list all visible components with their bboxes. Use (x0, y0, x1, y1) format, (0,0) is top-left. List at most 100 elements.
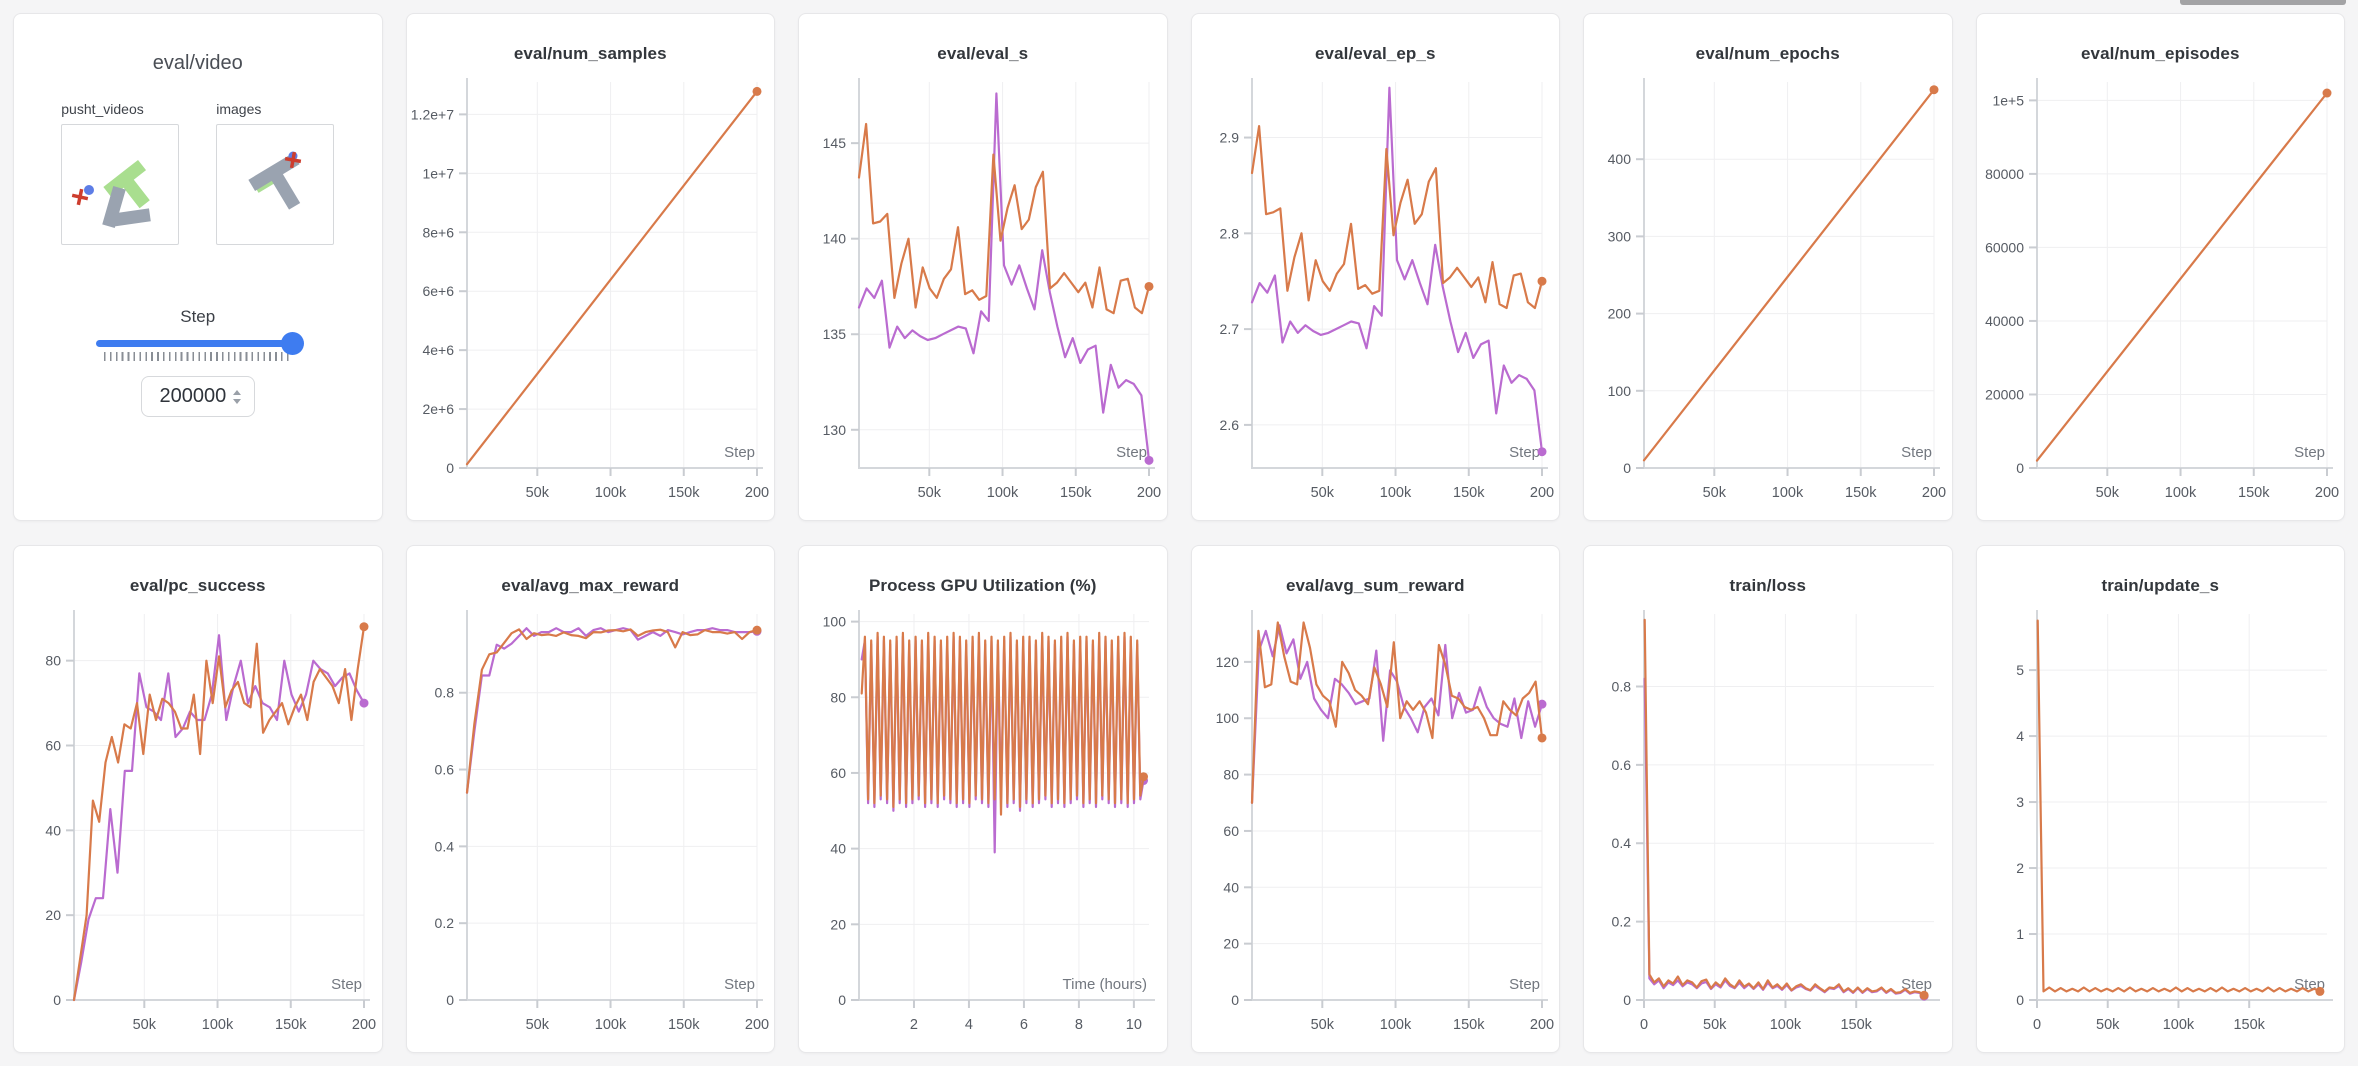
chart-panel-eval-pc-success: eval/pc_success 0 20 40 60 80 50k 100k 150k 200 S… (13, 545, 383, 1053)
agent-dot (84, 185, 95, 195)
chart-panel-eval-eval-s: eval/eval_s 130 135 140 145 50k 100k 150k 200 St… (798, 13, 1168, 521)
chart-panel-eval-num-episodes: eval/num_episodes 0 20000 40000 60000 80000 1… (1975, 13, 2345, 521)
svg-text:150k: 150k (1453, 485, 1485, 501)
chart-panel-eval-num-samples: eval/num_samples 0 2e+6 4e+6 6e+6 8e+6 1e+7 1.… (405, 13, 775, 521)
svg-text:40000: 40000 (1985, 313, 2024, 329)
step-slider[interactable] (95, 332, 304, 355)
chart-canvas[interactable]: 0 1 2 3 4 5 0 50k 100k 150k Step (1977, 596, 2345, 1052)
svg-text:150k: 150k (2238, 485, 2270, 501)
chart-canvas[interactable]: 0 20 40 60 80 100 120 50k 100k 150k 200 Step (1192, 596, 1560, 1052)
svg-text:10: 10 (1126, 1017, 1142, 1033)
chart-panel-train-loss: train/loss 0 0.2 0.4 0.6 0.8 0 50k 100k 150k Step (1583, 545, 1953, 1053)
svg-text:20000: 20000 (1985, 386, 2024, 402)
svg-text:5: 5 (2016, 662, 2024, 678)
svg-text:100k: 100k (1770, 1017, 1802, 1033)
step-value-input[interactable] (154, 385, 227, 408)
svg-text:200: 200 (744, 1017, 768, 1033)
step-slider-tickmarks (103, 352, 292, 361)
svg-text:1e+7: 1e+7 (422, 165, 454, 181)
svg-text:100k: 100k (1772, 485, 1804, 501)
svg-text:200: 200 (2314, 485, 2338, 501)
svg-text:0.6: 0.6 (1612, 757, 1632, 773)
svg-text:0.6: 0.6 (434, 762, 454, 778)
svg-text:4: 4 (2016, 728, 2024, 744)
svg-text:Step: Step (1509, 444, 1540, 461)
svg-text:40: 40 (830, 841, 846, 857)
chart-canvas[interactable]: 0 100 200 300 400 50k 100k 150k 200 Step (1584, 64, 1952, 520)
svg-text:100k: 100k (2162, 1017, 2194, 1033)
svg-text:130: 130 (823, 422, 847, 438)
media-block-images: images (216, 101, 335, 245)
horizontal-scrollbar-thumb[interactable] (2180, 0, 2346, 5)
svg-text:150k: 150k (2233, 1017, 2265, 1033)
media-label: images (216, 101, 262, 117)
chart-title: Process GPU Utilization (%) (868, 576, 1097, 595)
svg-text:2.6: 2.6 (1219, 417, 1239, 433)
image-frame (248, 151, 302, 210)
svg-text:Step: Step (331, 976, 362, 993)
svg-text:50k: 50k (918, 485, 942, 501)
svg-text:0: 0 (53, 992, 61, 1008)
step-slider-label: Step (180, 307, 216, 326)
svg-text:0: 0 (446, 460, 454, 476)
chart-canvas[interactable]: 130 135 140 145 50k 100k 150k 200 Step (799, 64, 1167, 520)
svg-text:0: 0 (1640, 1017, 1648, 1033)
chart-canvas[interactable]: 2.6 2.7 2.8 2.9 50k 100k 150k 200 Step (1192, 64, 1560, 520)
svg-text:200: 200 (352, 1017, 376, 1033)
svg-text:50k: 50k (525, 485, 549, 501)
svg-text:80000: 80000 (1985, 166, 2024, 182)
chart-title: eval/eval_ep_s (1315, 44, 1436, 63)
svg-text:Time (hours): Time (hours) (1063, 976, 1147, 993)
svg-text:Step: Step (1509, 976, 1540, 993)
svg-text:200: 200 (1137, 485, 1161, 501)
svg-text:100k: 100k (594, 485, 626, 501)
svg-text:2e+6: 2e+6 (422, 401, 454, 417)
chart-canvas[interactable]: 0 2e+6 4e+6 6e+6 8e+6 1e+7 1.2e+7 50k 100k 150k 20… (407, 64, 775, 520)
chart-canvas[interactable]: 0 0.2 0.4 0.6 0.8 50k 100k 150k 200 Step (407, 596, 775, 1052)
images-thumbnail[interactable] (216, 124, 335, 245)
svg-text:80: 80 (45, 653, 61, 669)
svg-text:0: 0 (2032, 1017, 2040, 1033)
svg-text:100k: 100k (202, 1017, 234, 1033)
pusht-video-frame (72, 159, 152, 229)
svg-text:0: 0 (1231, 992, 1239, 1008)
step-slider-track[interactable] (95, 332, 304, 355)
svg-text:300: 300 (1608, 228, 1632, 244)
chart-canvas[interactable]: 0 20 40 60 80 50k 100k 150k 200 Step (14, 596, 382, 1052)
goal-cross (285, 151, 302, 169)
svg-text:Step: Step (724, 976, 755, 993)
svg-text:150k: 150k (275, 1017, 307, 1033)
svg-text:40: 40 (45, 822, 61, 838)
gray-t-shape (102, 185, 152, 229)
step-increment-arrow-icon[interactable] (233, 389, 242, 395)
svg-text:50k: 50k (525, 1017, 549, 1033)
svg-text:20: 20 (1223, 936, 1239, 952)
svg-text:0: 0 (2016, 992, 2024, 1008)
chart-panel-eval-avg-sum-reward: eval/avg_sum_reward 0 20 40 60 80 100 120 50k 10… (1190, 545, 1560, 1053)
svg-text:2.7: 2.7 (1219, 321, 1239, 337)
chart-canvas[interactable]: 0 20 40 60 80 100 2 4 6 8 10 Time (hours) (799, 596, 1167, 1052)
svg-text:2: 2 (910, 1017, 918, 1033)
chart-canvas[interactable]: 0 0.2 0.4 0.6 0.8 0 50k 100k 150k Step (1584, 596, 1952, 1052)
svg-text:80: 80 (1223, 767, 1239, 783)
svg-text:100: 100 (1215, 710, 1239, 726)
chart-canvas[interactable]: 0 20000 40000 60000 80000 1e+5 50k 100k 150k 200 S… (1977, 64, 2345, 520)
svg-text:50k: 50k (1310, 485, 1334, 501)
svg-text:400: 400 (1608, 151, 1632, 167)
svg-text:150k: 150k (668, 485, 700, 501)
chart-panel-eval-avg-max-reward: eval/avg_max_reward 0 0.2 0.4 0.6 0.8 50k 100k… (405, 545, 775, 1053)
step-slider-thumb[interactable] (280, 332, 304, 355)
svg-text:50k: 50k (1703, 485, 1727, 501)
pusht-video-thumbnail[interactable] (61, 124, 180, 245)
svg-text:Step: Step (1116, 444, 1147, 461)
goal-cross (72, 188, 89, 206)
svg-text:150k: 150k (1845, 485, 1877, 501)
chart-panel-train-update-s: train/update_s 0 1 2 3 4 5 0 50k 100k 150k Step (1975, 545, 2345, 1053)
svg-text:50k: 50k (2096, 1017, 2120, 1033)
step-decrement-arrow-icon[interactable] (233, 398, 242, 404)
svg-text:6: 6 (1020, 1017, 1028, 1033)
chart-title: eval/num_samples (513, 44, 667, 63)
step-value-field (140, 376, 255, 417)
svg-text:Step: Step (2294, 444, 2325, 461)
